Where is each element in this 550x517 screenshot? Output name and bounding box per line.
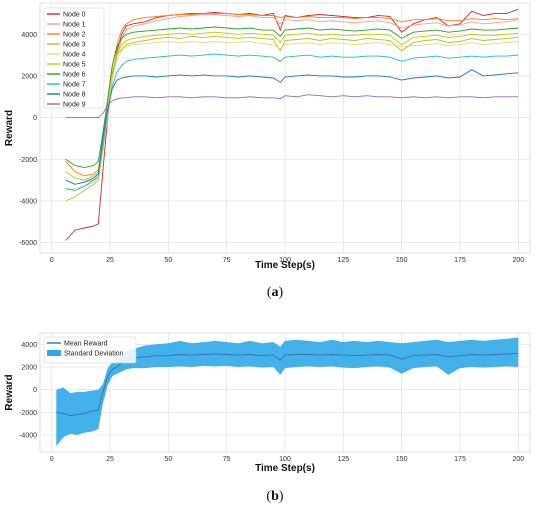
panel-label: (a) [267, 285, 284, 300]
y-tick-label: -4000 [19, 433, 37, 440]
legend-entry: Node 4 [63, 52, 86, 59]
legend-entry: Mean Reward [64, 341, 108, 348]
x-tick-label: 125 [337, 456, 349, 463]
x-tick-label: 75 [223, 257, 231, 264]
y-tick-label: 0 [33, 115, 37, 122]
y-tick-label: 2000 [21, 365, 37, 372]
x-tick-label: 175 [454, 456, 466, 463]
legend-entry: Node 6 [63, 72, 86, 79]
series-line-node-3 [65, 35, 519, 202]
legend-box [43, 336, 137, 364]
series-line-node-9 [65, 94, 519, 119]
x-tick-label: 0 [50, 257, 54, 264]
x-tick-label: 100 [279, 456, 291, 463]
x-tick-label: 175 [454, 257, 466, 264]
x-tick-label: 200 [512, 456, 524, 463]
legend-entry: Node 2 [63, 32, 86, 39]
legend-swatch [47, 350, 61, 356]
x-tick-label: 150 [396, 257, 408, 264]
y-tick-label: 4000 [21, 32, 37, 39]
x-tick-label: 125 [337, 257, 349, 264]
x-tick-label: 0 [50, 456, 54, 463]
x-tick-label: 150 [396, 456, 408, 463]
plot-frame [39, 332, 531, 453]
panel-label: (b) [266, 489, 283, 504]
x-axis-label: Time Step(s) [255, 260, 315, 271]
legend-entry: Node 5 [63, 62, 86, 69]
y-tick-label: 4000 [21, 342, 37, 349]
y-tick-label: -2000 [19, 410, 37, 417]
x-tick-label: 25 [106, 257, 114, 264]
x-tick-label: 75 [223, 456, 231, 463]
x-tick-label: 50 [164, 257, 172, 264]
legend-box [43, 7, 105, 109]
y-tick-label: 0 [33, 387, 37, 394]
x-axis-label: Time Step(s) [255, 463, 315, 474]
panel-a: 0 25 50 75 100 125 150 175 200 -6000 -4000 -2000 0 20… [4, 2, 531, 300]
y-tick-label: 2000 [21, 73, 37, 80]
panel-label-letter: a [272, 285, 279, 300]
x-tick-label: 100 [279, 257, 291, 264]
legend-entry: Node 7 [63, 82, 86, 89]
y-tick-label: -4000 [19, 198, 37, 205]
panel-label-letter: b [271, 489, 279, 504]
mean-reward-line [56, 352, 519, 417]
series-line-node-8 [65, 69, 519, 185]
legend-entry: Node 9 [63, 102, 86, 109]
series-line-node-6 [65, 26, 519, 169]
y-tick-label: -2000 [19, 157, 37, 164]
x-tick-label: 50 [164, 456, 172, 463]
plot-frame [39, 2, 531, 254]
legend-entry: Node 3 [63, 42, 86, 49]
series-line-node-5 [65, 31, 519, 181]
y-axis-label: Reward [4, 374, 15, 410]
x-tick-label: 200 [512, 257, 524, 264]
series-line-node-7 [65, 53, 519, 191]
y-tick-label: -6000 [19, 240, 37, 247]
legend-entry: Node 0 [63, 12, 86, 19]
legend-entry: Node 8 [63, 92, 86, 99]
y-axis-label: Reward [4, 110, 15, 146]
legend-entry: Standard Deviation [64, 351, 124, 358]
x-tick-label: 25 [106, 456, 114, 463]
panel-b: 0 25 50 75 100 125 150 175 200 -4000 -2000 0 2000 400… [4, 332, 531, 504]
legend-entry: Node 1 [63, 22, 86, 29]
series-line-node-4 [65, 41, 519, 191]
std-deviation-band [56, 337, 519, 447]
